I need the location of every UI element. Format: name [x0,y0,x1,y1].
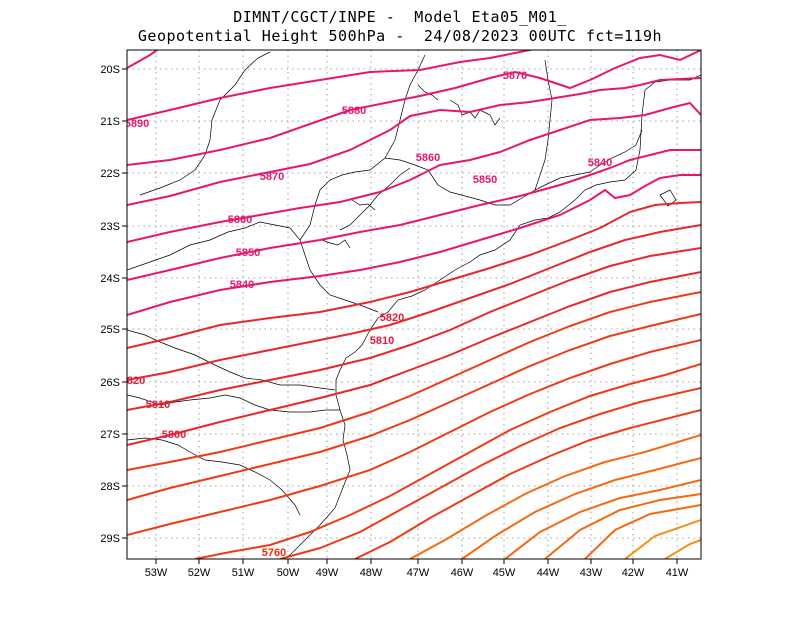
contour-line [127,224,701,381]
contour-line [504,479,701,559]
contour-line [127,149,701,281]
lat-tick-label: 23S [100,221,120,233]
contour-line [127,339,701,536]
contour-line [127,271,701,446]
lat-tick-label: 25S [100,324,120,336]
lat-tick-label: 24S [100,273,120,285]
lon-tick-label: 41W [666,567,689,579]
contour-line [127,50,159,69]
contour-line [127,313,701,501]
lat-tick-label: 21S [100,116,120,128]
contour-label: 5800 [162,429,186,441]
lon-tick-label: 45W [493,567,516,579]
lon-tick-label: 51W [232,567,255,579]
lon-tick-label: 46W [451,567,474,579]
state-border [127,221,379,313]
graticule-grid [127,50,701,559]
contour-line [461,457,701,559]
title-line-2: Geopotential Height 500hPa - 24/08/2023 … [137,27,663,45]
contour-label: 5890 [125,118,149,130]
contour-line [354,409,701,559]
contour-line [127,50,536,121]
state-border [339,167,411,231]
contour-label: 5860 [228,214,252,226]
contour-line [544,493,701,559]
plot-frame [126,49,702,560]
contour-line [194,363,701,559]
state-border [127,437,301,516]
lat-tick-label: 20S [100,64,120,76]
lon-tick-label: 52W [188,567,211,579]
lon-tick-label: 50W [277,567,300,579]
lon-tick-label: 44W [537,567,560,579]
contour-line [584,504,701,559]
contour-label: 5820 [121,375,145,387]
lon-tick-label: 47W [407,567,430,579]
axis-ticks [122,68,678,564]
title-line-1: DIMNT/CGCT/INPE - Model Eta05_M01_ [233,8,567,26]
contour-label: 5840 [588,157,612,169]
lat-tick-label: 22S [100,168,120,180]
contour-label: 5820 [380,312,404,324]
contour-line [624,519,701,559]
lat-tick-label: 28S [100,481,120,493]
lat-tick-label: 27S [100,429,120,441]
contour-line [127,77,701,206]
contour-line [127,101,701,243]
contour-label: 5850 [473,174,497,186]
contour-line [127,174,701,316]
contour-label: 5850 [236,247,260,259]
contour-label: 5760 [262,547,286,559]
lon-tick-label: 43W [580,567,603,579]
contour-line [279,387,701,559]
contour-label: 5880 [342,105,366,117]
state-border [139,51,271,196]
contour-line [409,434,701,559]
river [321,239,351,249]
contour-line [127,50,701,166]
state-border [589,129,643,173]
lat-tick-label: 26S [100,377,120,389]
state-border [127,329,336,391]
contour-label: 5810 [370,335,394,347]
contour-label: 5840 [230,279,254,291]
lon-tick-label: 48W [360,567,383,579]
river [449,99,501,126]
contour-labels: 5870 5880 5890 5860 5850 5840 5870 5860 5850 5840… [121,70,612,559]
contour-label: 5860 [416,152,440,164]
state-border [127,394,340,413]
lat-tick-label: 29S [100,533,120,545]
state-border [299,54,426,241]
contour-lines [127,50,701,559]
contour-label: 5870 [260,171,284,183]
contour-line [664,539,701,559]
lon-tick-label: 42W [622,567,645,579]
contour-line [127,291,701,471]
contour-line [127,201,701,349]
contour-label: 5870 [503,70,527,82]
contour-line [127,247,701,411]
contour-label: 5810 [146,399,170,411]
lon-tick-label: 49W [316,567,339,579]
island [659,189,677,207]
axis-tick-labels: 20S 21S 22S 23S 24S 25S 26S 27S 28S 29S 53W 52W 51W 5… [100,64,689,579]
river [351,199,376,211]
state-border [534,59,553,191]
lon-tick-label: 53W [145,567,168,579]
